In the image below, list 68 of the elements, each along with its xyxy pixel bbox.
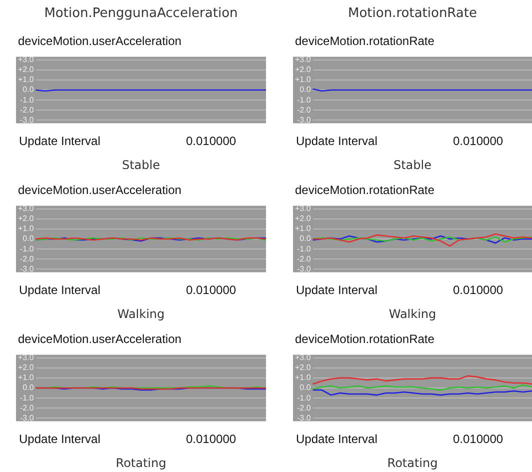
text: 0.010000	[453, 283, 504, 297]
text: Update Interval	[19, 134, 100, 148]
text: Walking	[116, 307, 166, 321]
y-tick-label: -3.0	[296, 413, 312, 422]
y-tick-label: -1.0	[296, 393, 312, 402]
text: 0.010000	[186, 432, 236, 446]
y-tick-label: 0.0	[300, 85, 312, 94]
text: Stable	[120, 158, 161, 172]
y-tick-label: -2.0	[296, 403, 312, 412]
chart-subtitle: deviceMotion.userAcceleration	[18, 34, 182, 48]
y-tick-label: -2.0	[296, 254, 312, 264]
y-tick-label: +2.0	[294, 214, 312, 224]
text: 0.010000	[186, 134, 236, 148]
y-tick-label: +3.0	[18, 353, 34, 362]
y-tick-label: 0.0	[22, 383, 34, 392]
y-tick-label: 0.0	[300, 234, 312, 244]
chart-title: Motion.PenggunaAcceleration	[43, 6, 239, 21]
y-tick-label: -3.0	[296, 264, 312, 274]
chart-subtitle: deviceMotion.rotationRate	[295, 332, 434, 346]
y-tick-label: -2.0	[20, 403, 34, 412]
y-tick-label: -2.0	[20, 105, 34, 114]
y-tick-label: +1.0	[18, 224, 34, 234]
y-tick-label: -1.0	[296, 95, 312, 104]
text: Stable	[392, 158, 432, 172]
chart-subtitle: deviceMotion.rotationRate	[295, 183, 434, 197]
y-tick-label: +2.0	[294, 65, 312, 74]
text: 0.010000	[453, 134, 504, 148]
text: Update Interval	[296, 432, 378, 446]
y-tick-label: -1.0	[20, 95, 34, 104]
y-tick-label: -1.0	[296, 244, 312, 254]
y-tick-label: 0.0	[22, 85, 34, 94]
y-tick-label: -3.0	[20, 413, 34, 422]
y-tick-label: -1.0	[20, 393, 34, 402]
y-tick-label: +3.0	[294, 55, 312, 64]
y-tick-label: -2.0	[20, 254, 34, 264]
chart-title: Motion.rotationRate	[347, 6, 478, 21]
y-tick-label: +2.0	[18, 214, 34, 224]
text: Update Interval	[19, 432, 100, 446]
chart-subtitle: deviceMotion.userAcceleration	[18, 183, 182, 197]
text: Walking	[388, 307, 438, 321]
text: Update Interval	[296, 283, 378, 297]
y-tick-label: +3.0	[18, 204, 34, 214]
chart-subtitle: deviceMotion.userAcceleration	[18, 332, 182, 346]
y-tick-label: +1.0	[294, 75, 312, 84]
y-tick-label: -2.0	[296, 105, 312, 114]
y-tick-label: -3.0	[296, 115, 312, 124]
y-tick-label: -3.0	[20, 115, 34, 124]
text: 0.010000	[186, 283, 236, 297]
y-tick-label: +2.0	[294, 363, 312, 372]
y-tick-label: -3.0	[20, 264, 34, 274]
text: Update Interval	[296, 134, 378, 148]
chart-subtitle: deviceMotion.rotationRate	[295, 34, 434, 48]
y-tick-label: +3.0	[294, 204, 312, 214]
y-tick-label: +1.0	[294, 373, 312, 382]
y-tick-label: +1.0	[18, 75, 34, 84]
y-tick-label: +1.0	[294, 224, 312, 234]
y-tick-label: 0.0	[300, 383, 312, 392]
y-tick-label: +1.0	[18, 373, 34, 382]
y-tick-label: +2.0	[18, 65, 34, 74]
text: Update Interval	[19, 283, 100, 297]
text: 0.010000	[453, 432, 504, 446]
y-tick-label: 0.0	[22, 234, 34, 244]
text: Rotating	[114, 456, 168, 470]
y-tick-label: -1.0	[20, 244, 34, 254]
text: Rotating	[386, 456, 439, 470]
y-tick-label: +3.0	[18, 55, 34, 64]
y-tick-label: +3.0	[294, 353, 312, 362]
y-tick-label: +2.0	[18, 363, 34, 372]
